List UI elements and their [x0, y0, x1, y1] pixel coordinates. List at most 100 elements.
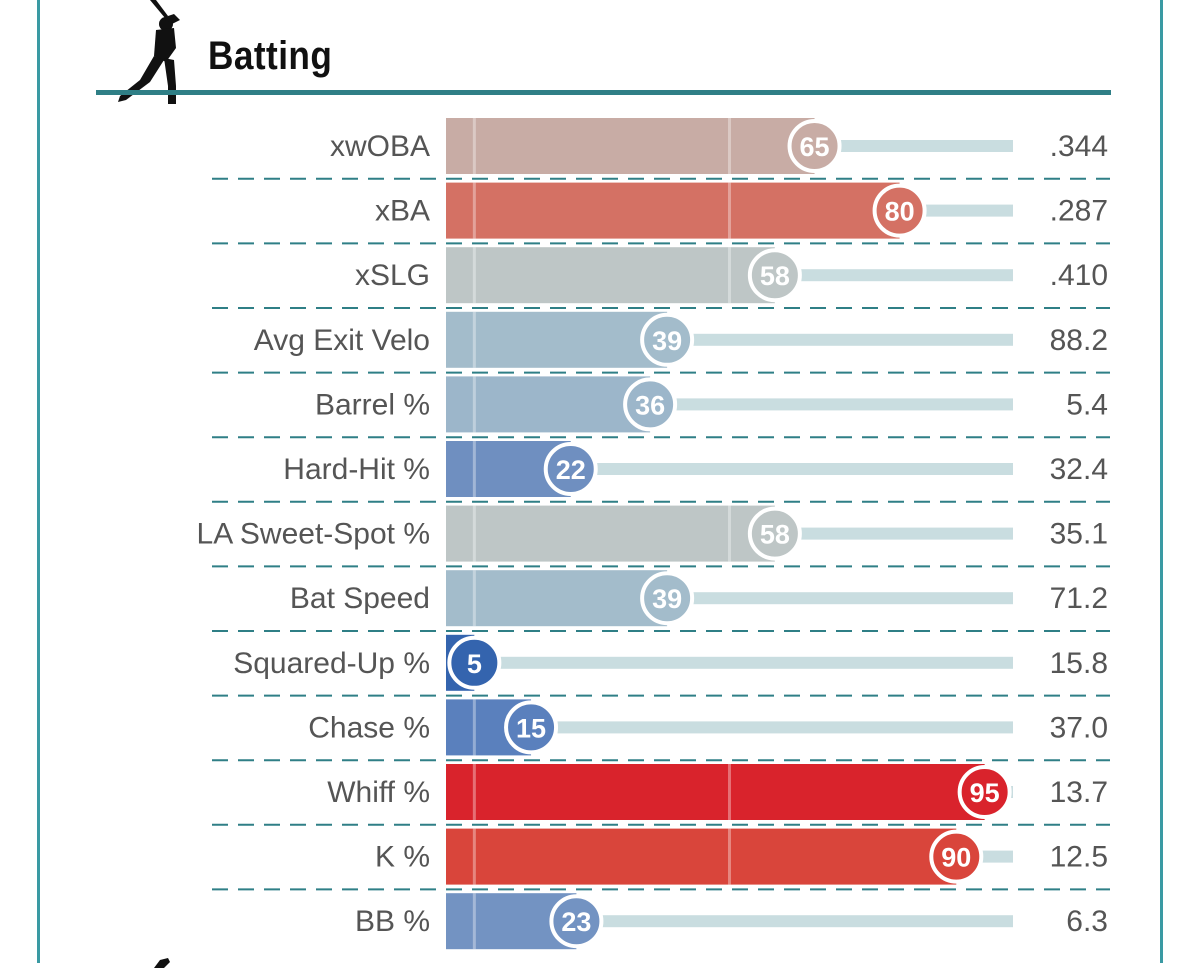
percentile-bar	[446, 311, 668, 368]
percentile-circle	[929, 829, 984, 884]
metric-row-whiff: 95 Whiff % 13.7	[327, 764, 1108, 820]
metric-row-bat-speed: 39 Bat Speed 71.2	[290, 570, 1108, 627]
gridline	[472, 699, 476, 756]
stat-value: .344	[1050, 130, 1108, 163]
category-label: Bat Speed	[290, 582, 430, 615]
category-label: Chase %	[308, 711, 430, 744]
stat-value: 71.2	[1050, 582, 1108, 615]
percentile-circle	[543, 442, 598, 496]
gridline	[472, 441, 476, 497]
track-line	[446, 721, 1013, 734]
percentile-label: 39	[652, 584, 682, 614]
gridline	[472, 505, 476, 562]
category-label: xBA	[375, 195, 430, 228]
percentile-bar	[446, 505, 775, 562]
percentile-circle	[747, 248, 802, 303]
percentile-label: 5	[467, 649, 482, 679]
percentile-circle	[872, 183, 927, 238]
category-label: Barrel %	[315, 388, 430, 421]
percentile-circle	[640, 312, 695, 367]
percentile-bar	[446, 570, 668, 627]
metric-row-chase: 15 Chase % 37.0	[308, 699, 1108, 756]
section-title: Batting	[208, 34, 333, 78]
gridline	[728, 505, 731, 562]
gridline	[472, 311, 476, 368]
percentile-circle	[549, 894, 604, 949]
metric-row-bb: 23 BB % 6.3	[355, 893, 1108, 950]
stat-value: .410	[1050, 259, 1108, 292]
percentile-label: 90	[941, 843, 971, 873]
metric-row-xwoba: 65 xwOBA .344	[330, 118, 1108, 174]
track-line	[446, 656, 1013, 669]
gridline	[472, 182, 476, 239]
metric-row-la-sweet-spot: 58 LA Sweet-Spot % 35.1	[197, 505, 1108, 562]
category-label: xSLG	[355, 259, 430, 292]
category-label: Avg Exit Velo	[254, 324, 430, 357]
stat-value: 6.3	[1066, 905, 1108, 938]
percentile-label: 58	[760, 261, 790, 291]
header-rule	[96, 90, 1111, 95]
percentile-label: 58	[760, 520, 790, 550]
metric-row-xslg: 58 xSLG .410	[355, 247, 1108, 304]
percentile-label: 36	[635, 390, 665, 420]
metric-row-avg-exit-velo: 39 Avg Exit Velo 88.2	[254, 311, 1108, 368]
gridline	[728, 118, 731, 174]
percentile-label: 22	[556, 455, 586, 485]
percentile-circle	[623, 377, 678, 432]
percentile-bar	[446, 376, 651, 433]
metric-row-xba: 80 xBA .287	[375, 182, 1108, 239]
percentile-bar	[446, 764, 985, 820]
percentile-label: 15	[516, 713, 546, 743]
percentile-label: 39	[652, 326, 682, 356]
gridline	[728, 828, 731, 885]
gridline	[728, 764, 731, 820]
percentile-label: 65	[800, 132, 830, 162]
stat-value: 32.4	[1050, 453, 1108, 486]
percentile-bar	[446, 828, 957, 885]
category-label: xwOBA	[330, 130, 430, 163]
stat-value: 5.4	[1066, 388, 1108, 421]
gridline	[472, 893, 476, 950]
percentile-circle	[787, 119, 842, 173]
percentile-label: 80	[885, 197, 915, 227]
gridline	[472, 376, 476, 433]
gridline	[472, 570, 476, 627]
gridline	[472, 118, 476, 174]
gridline	[728, 247, 731, 304]
percentile-circle	[957, 765, 1012, 819]
frame-right-border	[1160, 0, 1163, 963]
metric-row-barrel: 36 Barrel % 5.4	[315, 376, 1108, 433]
frame-left-border	[37, 0, 40, 963]
stat-value: 13.7	[1050, 776, 1108, 809]
percentile-label: 95	[970, 778, 1000, 808]
metric-row-k: 90 K % 12.5	[375, 828, 1108, 885]
metric-row-squared-up: 5 Squared-Up % 15.8	[233, 634, 1108, 691]
category-label: Hard-Hit %	[283, 453, 430, 486]
percentile-circle	[640, 571, 695, 626]
category-label: Whiff %	[327, 776, 430, 809]
percentile-circle	[504, 700, 559, 755]
stat-value: 35.1	[1050, 518, 1108, 551]
gridline	[472, 764, 476, 820]
gridline	[472, 828, 476, 885]
category-label: Squared-Up %	[233, 647, 430, 680]
stat-value: 12.5	[1050, 841, 1108, 874]
stat-value: 88.2	[1050, 324, 1108, 357]
category-label: BB %	[355, 905, 430, 938]
percentile-bar	[446, 118, 815, 174]
next-section-icon	[150, 955, 174, 973]
gridline	[728, 182, 731, 239]
category-label: K %	[375, 841, 430, 874]
gridline	[472, 247, 476, 304]
stat-value: 15.8	[1050, 647, 1108, 680]
stat-value: .287	[1050, 195, 1108, 228]
percentile-label: 23	[561, 907, 591, 937]
category-label: LA Sweet-Spot %	[197, 518, 430, 551]
percentile-bar	[446, 247, 775, 304]
percentile-bar	[446, 182, 900, 239]
percentile-circle	[447, 635, 502, 690]
percentile-circle	[747, 506, 802, 561]
metric-row-hard-hit: 22 Hard-Hit % 32.4	[283, 441, 1108, 497]
stat-value: 37.0	[1050, 711, 1108, 744]
